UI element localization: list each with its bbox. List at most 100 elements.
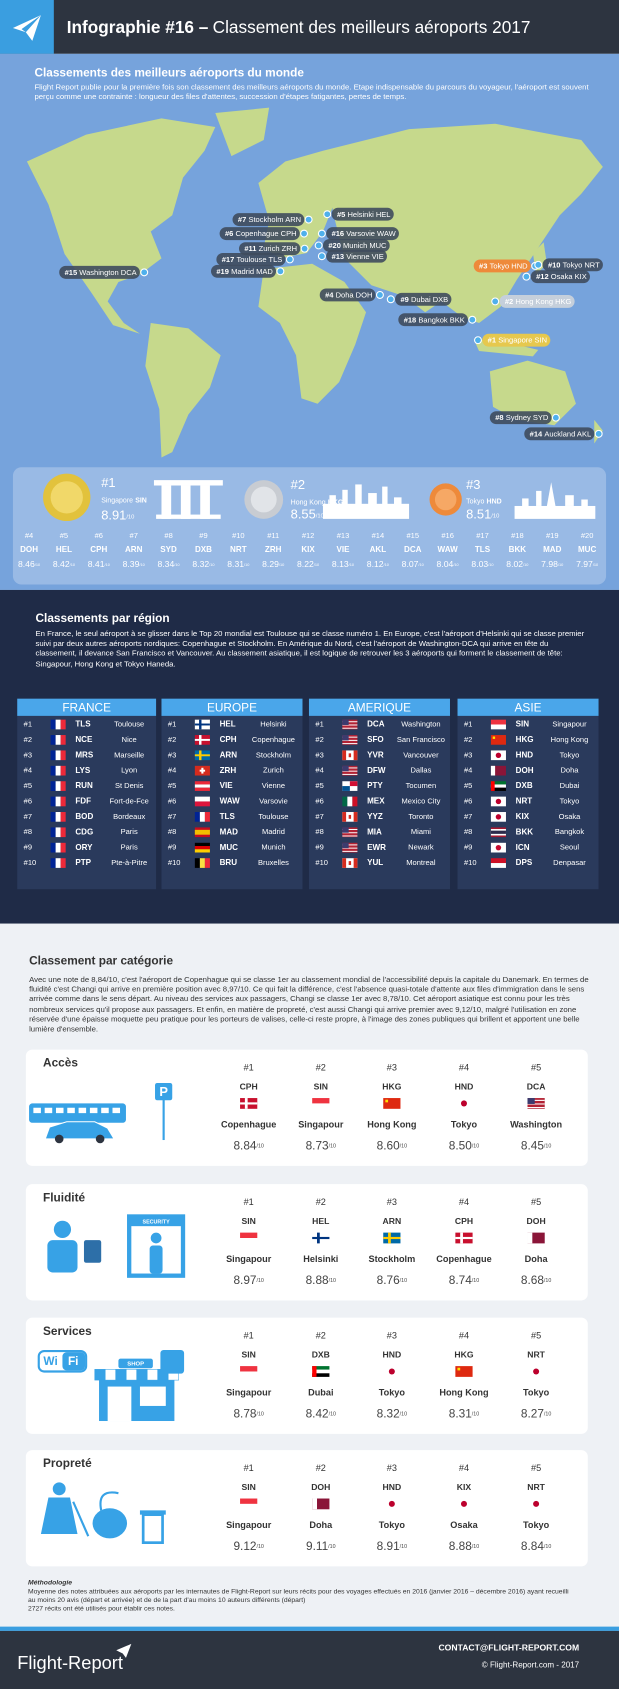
flag-part xyxy=(60,735,66,745)
illus xyxy=(146,1369,158,1381)
region-rank: #8 xyxy=(24,827,32,836)
region-code: SFO xyxy=(367,735,384,744)
ranking-code: ZRH xyxy=(265,545,282,554)
flag-part xyxy=(533,1368,540,1375)
flag-part xyxy=(55,858,61,868)
flag-part xyxy=(240,1503,258,1510)
ranking-code: VIE xyxy=(336,545,350,554)
flag-part xyxy=(495,752,502,759)
flag-part xyxy=(194,738,210,741)
region-code: CDG xyxy=(75,827,93,836)
category-card xyxy=(25,1184,588,1301)
map-label-text: #8 Sydney SYD xyxy=(495,413,549,422)
flag xyxy=(490,719,506,730)
map-label-pill xyxy=(499,294,575,308)
method-text: 2727 récits ont été utilisés pour établi… xyxy=(27,1605,175,1613)
flag-part xyxy=(342,832,358,834)
method-text: Moyenne des notes attribuées aux aéropor… xyxy=(27,1587,569,1605)
illus xyxy=(150,1232,162,1244)
map-label: #7 Stockholm ARN xyxy=(232,213,313,227)
flag-part xyxy=(312,1498,330,1510)
flag-part xyxy=(342,765,349,772)
illus xyxy=(101,1107,109,1114)
illus-label: Fi xyxy=(68,1354,79,1368)
map-label-text: #4 Doha DOH xyxy=(325,290,372,299)
flag-part xyxy=(460,1500,467,1507)
flag xyxy=(50,827,66,838)
flag xyxy=(240,1366,258,1377)
region-code: ZRH xyxy=(220,766,237,775)
score-suffix: /10 xyxy=(400,1544,407,1550)
region-table-title: FRANCE xyxy=(62,700,111,714)
map-label-name: Helsinki HEL xyxy=(347,210,390,219)
category-text: Avec une note de 8,84/10, c'est l'aéropo… xyxy=(29,974,589,1034)
category-city: Washington xyxy=(510,1119,562,1129)
ranking-score: 7.97/10 xyxy=(576,559,598,569)
flag-part xyxy=(495,844,502,851)
ranking-rank: #9 xyxy=(199,531,207,540)
flag xyxy=(490,827,506,838)
map-label-pill xyxy=(331,207,394,221)
flag-part xyxy=(527,1232,533,1244)
score-value: 8.31 xyxy=(227,559,244,569)
category-name: Fluidité xyxy=(43,1190,85,1204)
map-dot xyxy=(551,413,560,422)
category-score: 8.27/10 xyxy=(521,1407,551,1421)
illus xyxy=(44,1107,53,1114)
category-city: Tokyo xyxy=(523,1520,550,1530)
region-rank: #8 xyxy=(168,827,176,836)
ranking-score: 8.07/10 xyxy=(402,559,424,569)
flag-part xyxy=(342,727,358,729)
flag-part xyxy=(60,765,66,776)
region-rank: #9 xyxy=(168,843,176,852)
flag-part xyxy=(240,1498,258,1504)
flag xyxy=(194,842,210,853)
category-code: SIN xyxy=(241,1216,255,1226)
flag xyxy=(383,1098,401,1109)
category-city: Helsinki xyxy=(303,1254,338,1264)
logo-box xyxy=(0,0,54,54)
flag-part xyxy=(312,1369,330,1374)
category-rank: #2 xyxy=(316,1463,326,1473)
region-table-header xyxy=(308,698,450,716)
map-label-text: #14 Auckland AKL xyxy=(530,429,591,438)
flag-part xyxy=(342,770,358,772)
flag-part xyxy=(383,1098,401,1109)
map-label: #8 Sydney SYD xyxy=(489,411,560,425)
flag-part xyxy=(60,750,66,761)
score-value: 8.51 xyxy=(466,507,491,522)
flag-part xyxy=(460,1100,467,1107)
map-label-rank: #18 xyxy=(404,315,417,324)
flag xyxy=(240,1098,258,1109)
score-suffix: /10 xyxy=(256,1544,263,1550)
ranking-code: NRT xyxy=(230,545,247,554)
flag-part xyxy=(50,858,56,868)
score-value: 8.29 xyxy=(262,559,279,569)
region-table-body xyxy=(17,715,157,890)
map-dot xyxy=(285,255,294,264)
illus xyxy=(55,1107,64,1114)
category-city: Hong Kong xyxy=(367,1119,416,1129)
category-code: SIN xyxy=(241,1482,255,1492)
flag xyxy=(342,750,358,761)
region-code: DPS xyxy=(516,858,533,867)
score-suffix: /10 xyxy=(472,1144,479,1150)
region-rank: #10 xyxy=(464,858,477,867)
category-rank: #4 xyxy=(459,1197,469,1207)
flag-part xyxy=(490,724,506,730)
flag-part xyxy=(348,861,352,865)
flag-part xyxy=(342,719,358,730)
flag xyxy=(312,1498,330,1510)
map-label-name: Copenhague CPH xyxy=(236,229,297,238)
flag-part xyxy=(194,829,210,835)
map-label-name: Bangkok BKK xyxy=(418,315,464,324)
score-value: 8.31 xyxy=(449,1407,472,1421)
category-score: 8.32/10 xyxy=(377,1407,407,1421)
region-rank: #7 xyxy=(24,812,32,821)
flag-part xyxy=(342,781,358,791)
region-table-header xyxy=(161,698,303,716)
flag-part xyxy=(240,1366,258,1372)
flag-part xyxy=(527,1098,535,1104)
illus xyxy=(141,1513,164,1545)
